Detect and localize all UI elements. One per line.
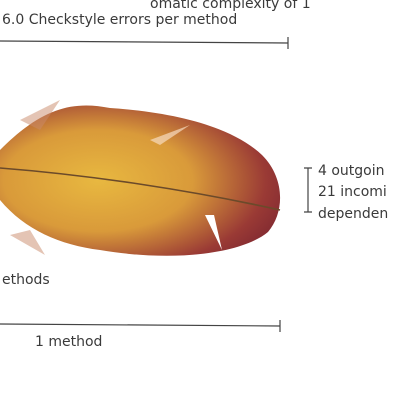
checkstyle-scale (0, 37, 289, 49)
methods-label: ethods (2, 272, 50, 288)
method-scale (0, 320, 281, 332)
outgoing-label: 4 outgoin (318, 163, 385, 179)
method-scale-label: 1 method (35, 334, 102, 350)
dependency-bracket (304, 167, 312, 213)
incoming-label: 21 incomi (318, 184, 387, 200)
complexity-label: omatic complexity of 1 (150, 0, 311, 12)
checkstyle-label: 6.0 Checkstyle errors per method (2, 12, 237, 28)
feather (0, 100, 281, 256)
dependencies-label: dependen (318, 206, 388, 222)
